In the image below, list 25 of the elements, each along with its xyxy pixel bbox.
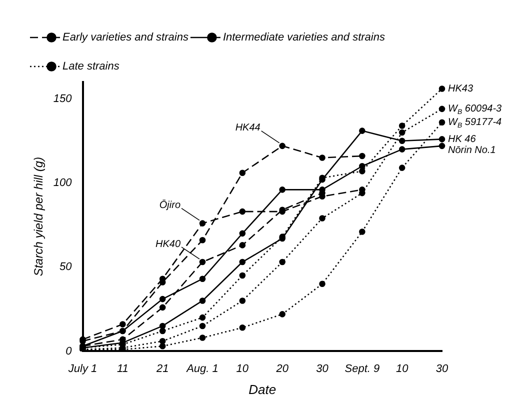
x-tick-label: 10 [236,362,250,375]
legend-label: Intermediate varieties and strains [222,32,386,44]
x-tick-label: 11 [116,362,128,375]
text: Nōrin No.1 [448,144,496,156]
y-tick-label: 50 [60,261,73,274]
x-tick-label: 20 [275,362,290,375]
y-tick-label: 100 [53,177,73,190]
y-tick-label: 0 [66,345,73,358]
x-tick-label: July 1 [67,362,98,375]
x-tick-label: Sept. 9 [344,362,380,375]
text: HK 46 [448,134,476,145]
x-tick-label: 30 [436,362,449,375]
x-tick-label: 10 [396,362,410,375]
annotation: Ōjiro [159,199,181,212]
x-tick-label: 21 [155,362,169,375]
legend-label: Late strains [62,60,120,73]
y-tick-label: 150 [53,92,73,105]
annotation: HK44 [235,122,261,134]
legend-label: Early varieties and strains [62,32,189,44]
x-tick-label: 30 [316,362,330,375]
text: HK43 [448,84,474,95]
x-axis-title: Date [248,382,276,397]
annotation: HK40 [155,238,181,250]
y-axis-title: Starch yield per hill (g) [32,156,46,276]
x-tick-label: Aug. 1 [186,362,218,375]
